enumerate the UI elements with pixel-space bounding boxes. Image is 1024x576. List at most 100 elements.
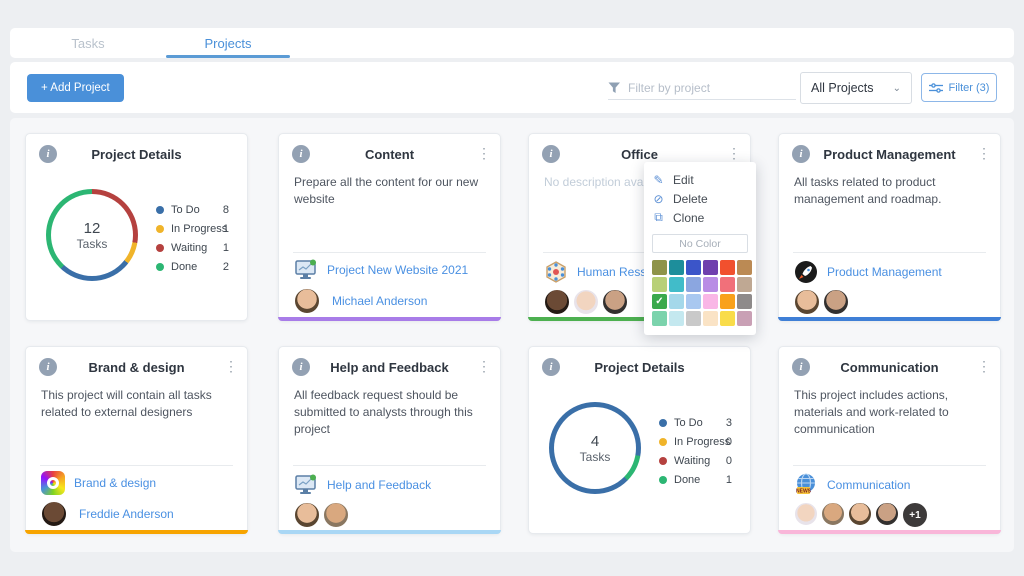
filter-button-label: Filter (3) [948, 81, 990, 94]
add-project-button[interactable]: + Add Project [27, 74, 124, 102]
legend-row: Done 2 [156, 257, 229, 276]
info-icon[interactable]: i [792, 145, 810, 163]
color-swatch-selected[interactable]: ✓ [652, 294, 667, 309]
project-link[interactable]: Help and Feedback [327, 478, 432, 492]
avatar-overflow-badge[interactable]: +1 [902, 502, 928, 528]
project-link[interactable]: Brand & design [74, 476, 157, 490]
chevron-down-icon: ⌄ [892, 82, 901, 94]
kebab-menu-icon[interactable]: ⋮ [727, 145, 741, 161]
project-link[interactable]: Project New Website 2021 [327, 263, 469, 277]
info-icon[interactable]: i [542, 145, 560, 163]
card-accent-bar [278, 317, 501, 321]
menu-item-edit[interactable]: ✎ Edit [653, 172, 694, 187]
color-swatch[interactable] [652, 311, 667, 326]
legend-dot [659, 475, 667, 484]
legend-dot [156, 262, 164, 271]
card-title: Office [621, 147, 658, 162]
avatar [602, 289, 628, 315]
card-description: All tasks related to product management … [794, 175, 942, 207]
kebab-menu-icon[interactable]: ⋮ [977, 358, 991, 374]
project-select-value: All Projects [811, 81, 874, 95]
color-swatch[interactable] [686, 294, 701, 309]
member-link[interactable]: Freddie Anderson [79, 507, 174, 521]
legend-dot [659, 456, 667, 465]
avatar-row [794, 289, 852, 315]
info-icon[interactable]: i [39, 358, 57, 376]
card-title: Help and Feedback [330, 360, 449, 375]
avatar [823, 289, 849, 315]
color-swatch[interactable] [686, 311, 701, 326]
no-color-button[interactable]: No Color [652, 234, 748, 253]
color-swatch[interactable] [652, 277, 667, 292]
card-title: Product Management [823, 147, 956, 162]
kebab-menu-icon[interactable]: ⋮ [477, 358, 491, 374]
divider [293, 252, 486, 253]
card-description: This project includes actions, materials… [794, 388, 949, 437]
project-link[interactable]: Communication [827, 478, 911, 492]
color-swatch[interactable] [669, 277, 684, 292]
color-swatch[interactable] [703, 277, 718, 292]
info-icon[interactable]: i [292, 358, 310, 376]
kebab-menu-icon[interactable]: ⋮ [224, 358, 238, 374]
avatar [294, 502, 320, 528]
color-swatch[interactable] [652, 260, 667, 275]
info-icon[interactable]: i [542, 358, 560, 376]
member-link[interactable]: Michael Anderson [332, 294, 428, 308]
project-card-communication: i Communication ⋮ This project includes … [778, 346, 1001, 534]
color-swatch[interactable] [686, 277, 701, 292]
filter-by-project-field [608, 76, 796, 100]
divider [793, 465, 986, 466]
legend-row: Waiting 1 [156, 238, 229, 257]
color-swatch[interactable] [703, 260, 718, 275]
color-swatch[interactable] [720, 294, 735, 309]
color-swatch[interactable] [737, 277, 752, 292]
filter-by-project-input[interactable] [628, 80, 796, 95]
info-icon[interactable]: i [792, 358, 810, 376]
color-swatch[interactable] [720, 260, 735, 275]
color-swatch[interactable] [703, 294, 718, 309]
card-accent-bar [528, 317, 751, 321]
network-icon [546, 261, 566, 283]
color-swatch[interactable] [720, 311, 735, 326]
project-link[interactable]: Product Management [827, 265, 942, 279]
project-card-project-details: i Project Details 12 Tasks To Do 8 In Pro… [25, 133, 248, 321]
tab-tasks[interactable]: Tasks [71, 35, 105, 51]
card-accent-bar [25, 530, 248, 534]
color-swatch[interactable] [669, 294, 684, 309]
kebab-menu-icon[interactable]: ⋮ [977, 145, 991, 161]
delete-icon: ⊘ [653, 191, 664, 206]
info-icon[interactable]: i [39, 145, 57, 163]
project-card-help-feedback: i Help and Feedback ⋮ All feedback reque… [278, 346, 501, 534]
avatar-row [294, 502, 352, 528]
color-swatch[interactable] [686, 260, 701, 275]
color-swatch[interactable] [720, 277, 735, 292]
card-accent-bar [778, 530, 1001, 534]
color-swatch[interactable] [737, 311, 752, 326]
globe-news-icon: NEWS [796, 473, 815, 495]
legend-row: In Progress 1 [156, 219, 229, 238]
edit-icon: ✎ [653, 172, 664, 187]
tasks-donut-chart [549, 402, 641, 494]
project-card-product-management: i Product Management ⋮ All tasks related… [778, 133, 1001, 321]
card-title: Content [364, 147, 415, 162]
project-select[interactable]: All Projects ⌄ [800, 72, 912, 104]
card-title: Brand & design [88, 360, 185, 375]
divider [40, 465, 233, 466]
color-swatch[interactable] [737, 294, 752, 309]
kebab-menu-icon[interactable]: ⋮ [477, 145, 491, 161]
color-swatch[interactable] [737, 260, 752, 275]
color-swatch[interactable] [669, 311, 684, 326]
sliders-icon [928, 82, 943, 93]
legend-dot [156, 205, 164, 214]
color-swatch[interactable] [669, 260, 684, 275]
divider [293, 465, 486, 466]
card-title: Project Details [594, 360, 685, 375]
legend-row: Waiting 0 [659, 451, 732, 470]
info-icon[interactable]: i [292, 145, 310, 163]
color-swatch[interactable] [703, 311, 718, 326]
menu-item-delete[interactable]: ⊘ Delete [653, 191, 708, 206]
menu-item-clone[interactable]: ⧉ Clone [652, 208, 748, 227]
tab-projects[interactable]: Projects [166, 28, 290, 58]
toolbar: + Add Project All Projects ⌄ Filter (3) [10, 62, 1014, 113]
filter-button[interactable]: Filter (3) [921, 73, 997, 102]
